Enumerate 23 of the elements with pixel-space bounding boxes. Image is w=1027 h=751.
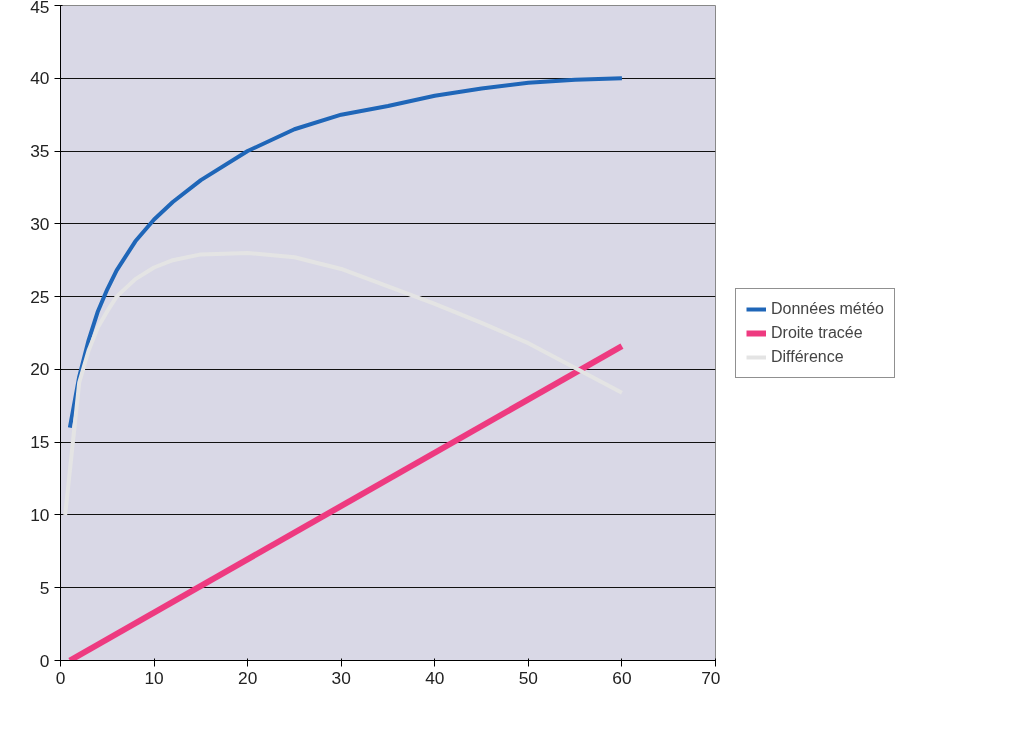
legend-label: Différence [771, 347, 844, 366]
line-series [67, 76, 624, 430]
x-tick-label: 40 [425, 667, 445, 688]
legend-label: Données météo [771, 299, 884, 318]
y-tick-label: 20 [30, 359, 50, 380]
x-tick-label: 0 [55, 667, 66, 688]
x-tick-label: 10 [144, 667, 164, 688]
y-tick-label: 35 [30, 141, 50, 162]
y-tick-label: 0 [39, 650, 50, 671]
x-tick-label: 60 [612, 667, 632, 688]
x-tick-label: 50 [518, 667, 538, 688]
line-series [63, 250, 624, 517]
legend-label: Droite tracée [771, 323, 863, 342]
y-tick-label: 25 [30, 286, 50, 307]
y-tick-label: 40 [30, 68, 50, 89]
y-tick-label: 45 [30, 0, 50, 17]
y-tick-label: 10 [30, 504, 50, 525]
x-tick-label: 20 [238, 667, 258, 688]
x-tick-label: 30 [331, 667, 351, 688]
y-tick-label: 15 [30, 432, 50, 453]
y-tick-label: 30 [30, 213, 50, 234]
x-tick-label: 70 [701, 667, 721, 688]
y-tick-label: 5 [39, 577, 50, 598]
